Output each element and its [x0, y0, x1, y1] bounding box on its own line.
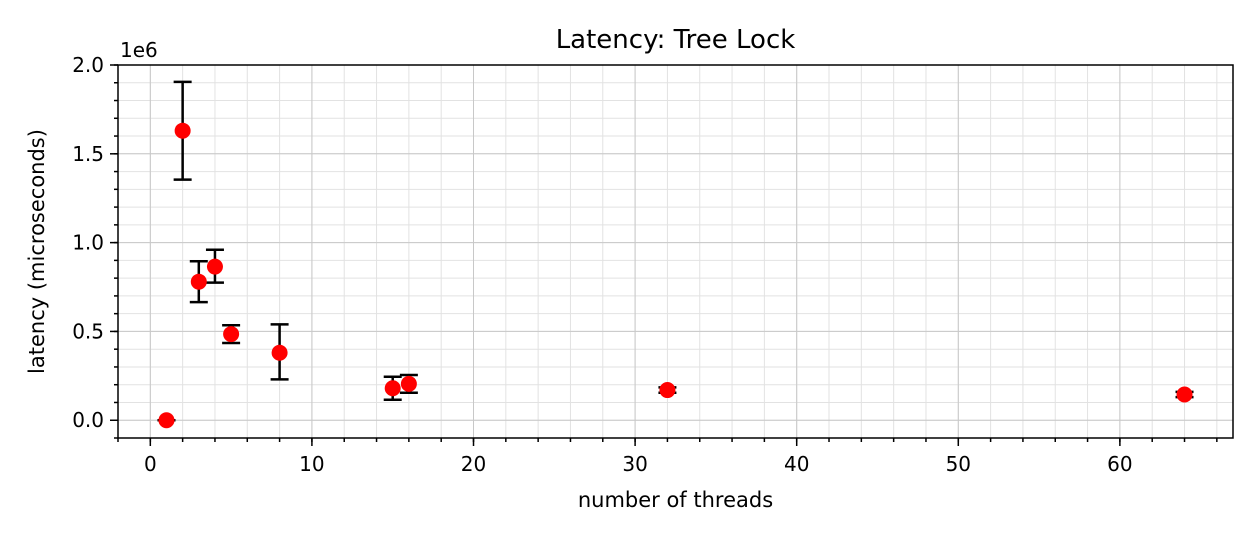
x-tick-label: 10 [299, 452, 324, 476]
x-tick-label: 30 [622, 452, 647, 476]
data-point [223, 326, 240, 343]
y-tick-label: 2.0 [72, 53, 104, 77]
data-point [271, 344, 288, 361]
data-point [400, 375, 417, 392]
plot-frame [117, 64, 1234, 439]
x-tick-label: 60 [1107, 452, 1132, 476]
y-axis-label: latency (microseconds) [25, 129, 49, 374]
x-tick-label: 20 [461, 452, 486, 476]
chart-title: Latency: Tree Lock [556, 25, 796, 55]
axis-ticks: 0 10 20 30 40 50 60 0.0 0.5 1.0 1.5 2.0 [72, 53, 1218, 476]
x-tick-label: 0 [144, 452, 157, 476]
data-point [384, 380, 401, 397]
y-tick-label: 1.5 [72, 142, 104, 166]
data-point [158, 412, 175, 429]
grid [117, 64, 1233, 439]
y-tick-label: 0.5 [72, 319, 104, 343]
y-tick-label: 0.0 [72, 408, 104, 432]
data-point [206, 258, 223, 275]
data-points [158, 122, 1193, 429]
error-bars [157, 80, 1194, 422]
data-point [174, 122, 191, 139]
x-tick-label: 40 [784, 452, 809, 476]
x-tick-label: 50 [946, 452, 971, 476]
y-tick-label: 1.0 [72, 231, 104, 255]
data-point [659, 382, 676, 399]
y-axis-offset-label: 1e6 [120, 38, 158, 62]
x-axis-label: number of threads [578, 488, 773, 512]
data-point [190, 273, 207, 290]
data-point [1176, 386, 1193, 403]
